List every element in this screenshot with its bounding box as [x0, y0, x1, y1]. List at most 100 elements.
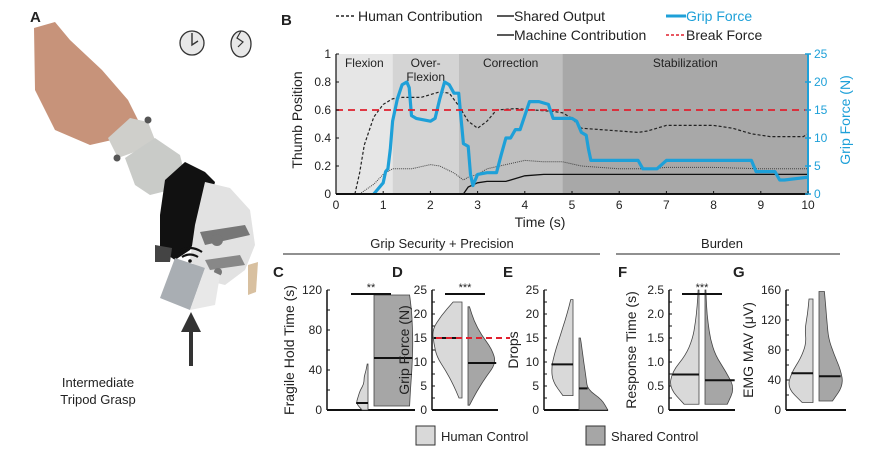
y2-axis-label: Grip Force (N)	[837, 75, 853, 164]
x-tick-label: 5	[569, 198, 576, 212]
y-tick-label: 40	[309, 363, 323, 377]
y-tick-label: 120	[302, 283, 322, 297]
cube-side	[190, 268, 220, 310]
panel-c-violin-chart: C Fragile Hold Time (s) 0 40 80 120 **	[273, 264, 415, 417]
y2-tick-label: 20	[814, 75, 828, 89]
x-tick-label: 7	[663, 198, 670, 212]
finger-segment	[205, 255, 245, 270]
legend-label-shared-output: Shared Output	[514, 8, 605, 24]
series-line-grip-force	[372, 80, 809, 196]
y-tick-label: 40	[768, 373, 782, 387]
cracked-egg-icon	[230, 30, 252, 58]
y-tick-label: 1.0	[647, 355, 664, 369]
panel-label-c: C	[273, 264, 284, 281]
y-tick-label: 80	[309, 323, 323, 337]
clock-icon	[179, 30, 205, 56]
panel-label-g: G	[733, 264, 745, 281]
y-tick-label: 0	[532, 403, 539, 417]
y-tick-label: 15	[414, 331, 428, 345]
y-tick-label: 25	[526, 283, 540, 297]
violin-shared-control	[467, 306, 496, 406]
panel-label-f: F	[618, 264, 627, 281]
violin-human-control	[670, 289, 700, 405]
y-axis-label: Thumb Position	[289, 71, 305, 168]
y-axis-label: Response Time (s)	[623, 291, 639, 408]
phase-region-3	[458, 54, 563, 194]
y2-tick-label: 10	[814, 131, 828, 145]
chart-legend: Human Contribution Shared Output Grip Fo…	[336, 8, 762, 43]
y-tick-label: 0.2	[314, 159, 331, 173]
y-axis-label: Grip Force (N)	[396, 305, 412, 394]
violin-human-control	[788, 298, 814, 403]
grasp-caption-line2: Tripod Grasp	[60, 392, 135, 407]
prosthetic-hand	[160, 162, 215, 260]
legend-label-machine-contribution: Machine Contribution	[514, 27, 646, 43]
x-tick-label: 2	[427, 198, 434, 212]
y-tick-label: 2.5	[647, 283, 664, 297]
x-tick-label: 10	[801, 198, 815, 212]
y-tick-label: 160	[761, 283, 781, 297]
x-tick-label: 0	[333, 198, 340, 212]
y-tick-label: 120	[761, 313, 781, 327]
y-tick-label: 0	[315, 403, 322, 417]
phase-label: Correction	[483, 56, 538, 70]
violin-shared-control	[373, 294, 414, 407]
y2-tick-label: 25	[814, 47, 828, 61]
y-axis-label: Fragile Hold Time (s)	[281, 285, 297, 415]
y-axis-label: EMG MAV (μV)	[740, 302, 756, 398]
y-tick-label: 5	[532, 379, 539, 393]
y-tick-label: 80	[768, 343, 782, 357]
panel-label-d: D	[392, 264, 403, 281]
phase-label: Over-	[411, 56, 441, 70]
x-tick-label: 4	[521, 198, 528, 212]
y-tick-label: 5	[420, 379, 427, 393]
violin-human-control	[356, 363, 369, 411]
group-legend: Human Control Shared Control	[415, 425, 699, 446]
y-tick-label: 0.4	[314, 131, 331, 145]
y-tick-label: 0	[774, 403, 781, 417]
x-axis-label: Time (s)	[515, 214, 566, 230]
x-tick-label: 6	[616, 198, 623, 212]
panel-a: A Intermediate Tripod Grasp	[30, 9, 258, 407]
violin-shared-control	[578, 337, 609, 411]
y-tick-label: 0	[657, 403, 664, 417]
section-title-burden: Burden	[701, 236, 743, 251]
panel-e-violin-chart: E Drops 0 5 10 15 20 25	[503, 264, 609, 417]
violin-shared-control	[704, 289, 734, 405]
screw-icon	[144, 116, 152, 124]
thumb	[155, 245, 172, 262]
violin-human-control	[432, 301, 463, 399]
phase-region-2	[392, 54, 459, 194]
legend-swatch-shared-control	[585, 425, 606, 446]
significance-stars: ***	[459, 282, 473, 294]
phase-label: Stabilization	[653, 56, 718, 70]
significance-stars: ***	[696, 282, 710, 294]
y-tick-label: 20	[526, 307, 540, 321]
grasp-caption-line1: Intermediate	[62, 375, 134, 390]
y-tick-label: 0	[324, 187, 331, 201]
legend-label-break-force: Break Force	[686, 27, 762, 43]
series-line-machine-contribution	[462, 173, 808, 195]
panel-d-violin-chart: D Grip Force (N) 0 5 10 15 20 25 ***	[392, 264, 510, 417]
forearm-illustration	[34, 22, 138, 145]
panel-g-violin-chart: G EMG MAV (μV) 0 40 80 120 160	[733, 264, 846, 417]
y-tick-label: 20	[414, 307, 428, 321]
legend-label-grip-force: Grip Force	[686, 8, 752, 24]
y-tick-label: 10	[526, 355, 540, 369]
x-tick-label: 9	[757, 198, 764, 212]
legend-swatch-human-control	[415, 425, 436, 446]
y-tick-label: 0.6	[314, 103, 331, 117]
significance-stars: **	[367, 282, 376, 294]
y-tick-label: 10	[414, 355, 428, 369]
legend-label-human-contribution: Human Contribution	[358, 8, 483, 24]
phase-label: Flexion	[345, 56, 384, 70]
x-tick-label: 8	[710, 198, 717, 212]
cube-object	[160, 258, 205, 310]
phase-label: Flexion	[406, 70, 445, 84]
y-tick-label: 1	[324, 47, 331, 61]
violin-human-control	[551, 299, 574, 396]
panel-label-a: A	[30, 9, 41, 26]
y-tick-label: 0.8	[314, 75, 331, 89]
prosthetic-socket	[108, 118, 155, 158]
